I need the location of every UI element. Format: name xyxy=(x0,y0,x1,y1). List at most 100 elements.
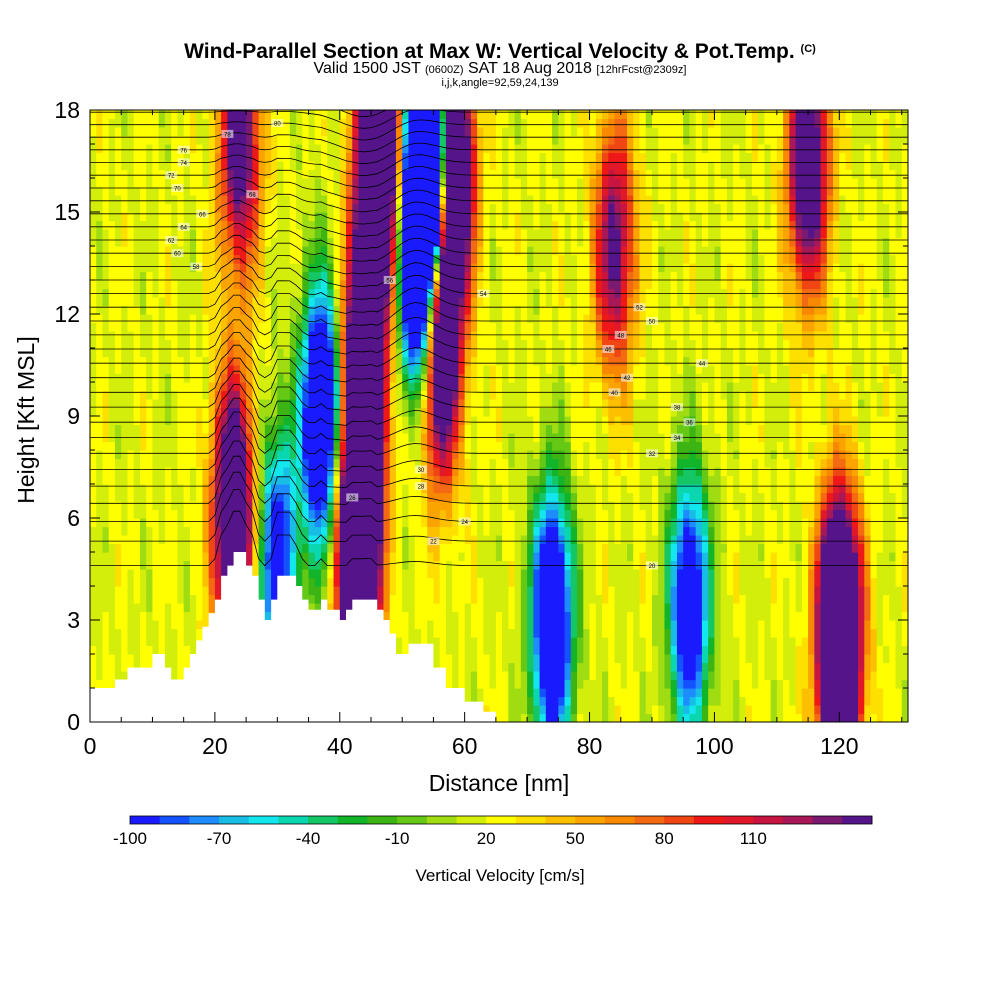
velocity-cell xyxy=(346,560,353,570)
velocity-cell xyxy=(102,297,110,307)
velocity-cell xyxy=(108,254,116,264)
velocity-cell xyxy=(520,611,528,621)
velocity-cell xyxy=(289,458,297,468)
velocity-cell xyxy=(327,399,335,409)
velocity-cell xyxy=(377,543,385,553)
velocity-cell xyxy=(196,314,203,324)
velocity-cell xyxy=(495,229,503,239)
velocity-cell xyxy=(339,127,347,137)
velocity-cell xyxy=(283,339,291,349)
velocity-cell xyxy=(489,696,497,706)
velocity-cell xyxy=(214,594,222,604)
velocity-cell xyxy=(296,314,303,324)
velocity-cell xyxy=(327,416,335,426)
velocity-cell xyxy=(483,348,491,358)
velocity-cell xyxy=(414,450,422,460)
velocity-cell xyxy=(427,195,435,205)
velocity-cell xyxy=(108,110,116,120)
velocity-cell xyxy=(308,237,316,247)
velocity-cell xyxy=(152,288,160,298)
velocity-cell xyxy=(427,339,435,349)
velocity-cell xyxy=(439,526,447,536)
velocity-cell xyxy=(314,118,322,128)
velocity-cell xyxy=(483,280,491,290)
velocity-cell xyxy=(296,577,303,587)
velocity-cell xyxy=(414,220,422,230)
velocity-cell xyxy=(189,628,197,638)
velocity-cell xyxy=(133,110,141,120)
velocity-cell xyxy=(296,356,303,366)
velocity-cell xyxy=(233,246,241,256)
velocity-cell xyxy=(333,416,341,426)
velocity-cell xyxy=(302,220,310,230)
velocity-cell xyxy=(277,203,285,213)
velocity-cell xyxy=(227,195,235,205)
velocity-cell xyxy=(470,127,478,137)
velocity-cell xyxy=(96,178,104,188)
velocity-cell xyxy=(264,475,272,485)
velocity-cell xyxy=(327,339,335,349)
velocity-cell xyxy=(495,603,503,613)
velocity-cell xyxy=(414,331,422,341)
velocity-cell xyxy=(246,127,253,137)
velocity-cell xyxy=(402,127,410,137)
velocity-cell xyxy=(90,552,97,562)
velocity-cell xyxy=(283,314,291,324)
velocity-cell xyxy=(383,246,391,256)
velocity-cell xyxy=(146,339,154,349)
velocity-cell xyxy=(408,594,416,604)
velocity-cell xyxy=(433,552,441,562)
velocity-cell xyxy=(508,450,516,460)
velocity-cell xyxy=(90,569,97,579)
velocity-cell xyxy=(477,696,484,706)
velocity-cell xyxy=(252,220,260,230)
velocity-cell xyxy=(214,220,222,230)
velocity-cell xyxy=(271,271,278,281)
velocity-cell xyxy=(302,186,310,196)
velocity-cell xyxy=(183,526,191,536)
velocity-cell xyxy=(158,356,166,366)
velocity-cell xyxy=(445,637,453,647)
velocity-cell xyxy=(252,254,260,264)
velocity-cell xyxy=(308,552,316,562)
velocity-cell xyxy=(233,373,241,383)
velocity-cell xyxy=(264,229,272,239)
velocity-cell xyxy=(414,322,422,332)
velocity-cell xyxy=(208,212,216,222)
velocity-cell xyxy=(246,441,253,451)
velocity-cell xyxy=(458,603,466,613)
velocity-cell xyxy=(252,118,260,128)
velocity-cell xyxy=(483,356,491,366)
velocity-cell xyxy=(127,552,135,562)
velocity-cell xyxy=(458,399,466,409)
velocity-cell xyxy=(420,246,428,256)
velocity-cell xyxy=(308,569,316,579)
velocity-cell xyxy=(477,373,484,383)
velocity-cell xyxy=(389,424,397,434)
velocity-cell xyxy=(277,169,285,179)
velocity-cell xyxy=(108,492,116,502)
velocity-cell xyxy=(464,212,472,222)
velocity-cell xyxy=(402,594,410,604)
velocity-cell xyxy=(470,212,478,222)
velocity-cell xyxy=(146,620,154,630)
velocity-cell xyxy=(277,297,285,307)
velocity-cell xyxy=(289,127,297,137)
velocity-cell xyxy=(196,169,203,179)
velocity-cell xyxy=(202,169,210,179)
velocity-cell xyxy=(227,458,235,468)
velocity-cell xyxy=(327,594,335,604)
velocity-cell xyxy=(189,118,197,128)
velocity-cell xyxy=(96,169,104,179)
velocity-cell xyxy=(352,373,360,383)
velocity-cell xyxy=(370,127,378,137)
velocity-cell xyxy=(445,135,453,145)
velocity-cell xyxy=(158,271,166,281)
velocity-cell xyxy=(214,195,222,205)
velocity-cell xyxy=(196,237,203,247)
velocity-cell xyxy=(377,271,385,281)
velocity-cell xyxy=(389,339,397,349)
velocity-cell xyxy=(327,569,335,579)
velocity-cell xyxy=(514,603,522,613)
velocity-cell xyxy=(264,586,272,596)
